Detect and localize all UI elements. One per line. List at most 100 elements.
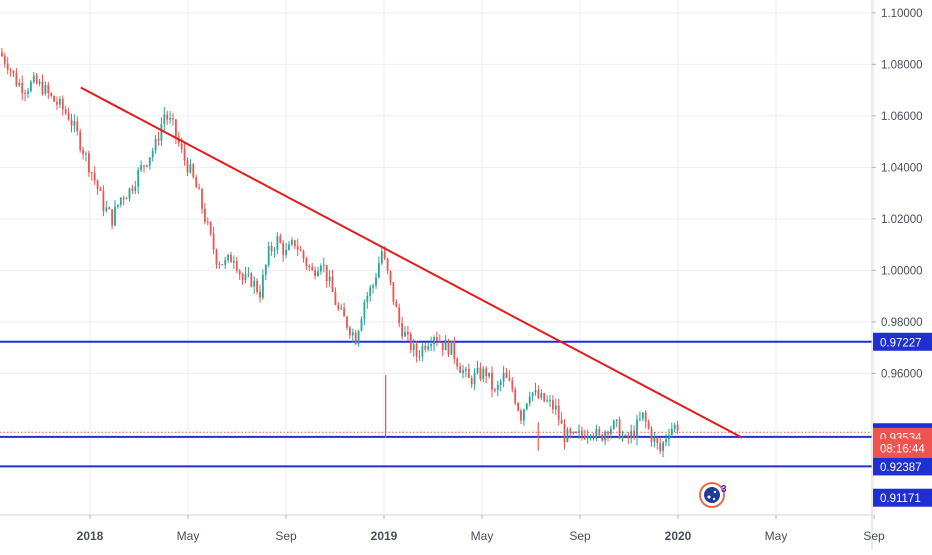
candle-body (409, 333, 412, 351)
candle-body (407, 331, 409, 334)
candle-body (641, 412, 644, 419)
candle-body (157, 138, 160, 141)
candle-body (668, 434, 670, 440)
trendline-layer[interactable] (80, 86, 743, 439)
candle-body (233, 260, 235, 263)
y-axis-ticks: 1.10000 1.08000 1.06000 1.04000 1.02000 1.000… (872, 8, 923, 380)
candle-body (102, 190, 105, 211)
candle-body (450, 340, 453, 355)
candle-body (186, 160, 189, 173)
y-tick-label: 1.04000 (881, 162, 923, 174)
candle-body (610, 428, 612, 435)
candle-body (125, 198, 128, 200)
candle-body (462, 370, 464, 373)
candle-body (50, 93, 53, 97)
candle-body (111, 209, 113, 226)
candle-body (470, 378, 473, 385)
candle-body (224, 260, 227, 265)
candle-body (227, 254, 229, 261)
candle-body (488, 372, 490, 377)
horizontal-level-lines[interactable] (0, 340, 872, 468)
candle-body (169, 118, 171, 120)
y-tick-label: 1.02000 (881, 214, 923, 226)
event-badge[interactable]: 3 (699, 482, 727, 508)
candle-body (557, 405, 560, 420)
price-label-text: 0.97227 (880, 337, 922, 349)
candle-body (175, 119, 177, 137)
descending-trendline[interactable] (80, 86, 743, 439)
candle-body (592, 435, 595, 438)
candle-body (514, 389, 517, 404)
candle-body (299, 249, 302, 252)
candle-body (264, 264, 267, 275)
candle-body (618, 419, 621, 439)
candle-body (282, 242, 285, 255)
candle-body (523, 409, 525, 421)
candle-body (32, 75, 35, 82)
candle-body (453, 340, 456, 359)
candle-body (308, 265, 311, 267)
candle-body (534, 390, 537, 393)
candle-body (552, 400, 554, 410)
candle-body (554, 405, 557, 410)
candle-body (151, 150, 154, 158)
candle-body (160, 124, 163, 141)
candle-body (9, 69, 12, 71)
candle-body (656, 437, 659, 444)
y-tick-label: 1.08000 (881, 59, 923, 71)
candle-body (70, 119, 73, 126)
candle-body (467, 369, 470, 379)
candle-body (578, 430, 580, 433)
candle-body (380, 251, 383, 264)
candle-body (259, 291, 261, 298)
candle-body (447, 340, 450, 355)
candle-body (293, 240, 296, 247)
candle-body (607, 432, 609, 435)
price-label-text: 0.92387 (880, 462, 922, 474)
candle-body (392, 282, 395, 302)
candle-body (505, 372, 508, 378)
candle-body (267, 245, 270, 265)
candle-body (15, 73, 18, 86)
candle-body (183, 149, 186, 161)
grid-lines (0, 0, 875, 515)
candle-body (430, 344, 432, 347)
y-tick-label: 1.10000 (881, 8, 923, 20)
candle-body (6, 63, 9, 70)
candle-body (386, 258, 389, 271)
candle-body (140, 165, 142, 170)
candle-body (499, 381, 502, 385)
candle-body (317, 271, 319, 276)
candle-body (525, 403, 528, 410)
candle-body (433, 337, 435, 345)
candle-body (119, 197, 122, 205)
candle-body (279, 236, 282, 243)
candle-body (12, 70, 15, 74)
candle-body (192, 164, 195, 178)
candle-body (305, 258, 308, 266)
x-tick-label: May (471, 529, 494, 543)
candle-body (479, 367, 482, 380)
candle-body (624, 435, 627, 437)
candle-body (473, 372, 476, 385)
candle-body (105, 207, 108, 211)
flag-icon-center (704, 487, 720, 503)
candle-body (134, 186, 137, 191)
candle-body (117, 204, 119, 207)
y-tick-label: 0.98000 (881, 317, 923, 329)
candle-body (163, 114, 166, 125)
candle-body (82, 149, 84, 155)
candle-body (206, 221, 209, 223)
candle-body (676, 424, 679, 431)
candle-body (528, 396, 531, 404)
candle-body (424, 345, 427, 350)
candle-body (354, 332, 357, 345)
candle-body (244, 274, 247, 281)
candle-body (543, 393, 546, 402)
candle-body (235, 260, 238, 271)
price-labels: 0.972270.937140.9353408:16:440.923870.91… (873, 332, 932, 507)
candle-body (360, 318, 363, 331)
